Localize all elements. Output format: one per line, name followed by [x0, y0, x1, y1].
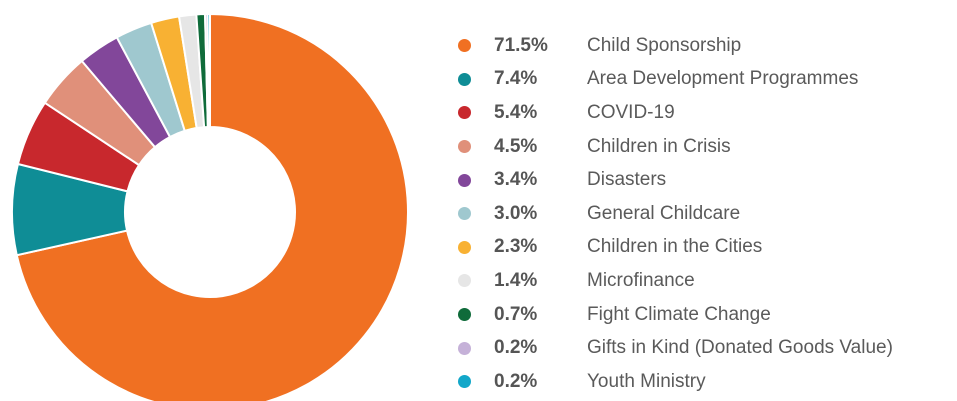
legend-item: 7.4% Area Development Programmes [458, 63, 893, 97]
legend-label: Gifts in Kind (Donated Goods Value) [587, 337, 893, 359]
legend-label: Microfinance [587, 269, 695, 291]
legend-label: COVID-19 [587, 101, 675, 123]
legend-percent: 71.5% [494, 34, 548, 56]
legend-item: 3.0% General Childcare [458, 197, 893, 231]
legend-item: 1.4% Microfinance [458, 264, 893, 298]
legend-percent: 0.2% [494, 337, 538, 359]
legend-swatch [458, 39, 471, 53]
legend-item: 3.4% Disasters [458, 163, 893, 197]
legend-swatch [458, 240, 471, 254]
legend-item: 0.2% Youth Ministry [458, 365, 893, 399]
legend-percent: 0.2% [494, 370, 538, 392]
legend-item: 0.2% Gifts in Kind (Donated Goods Value) [458, 331, 893, 365]
legend-percent: 3.0% [494, 202, 538, 224]
legend-percent: 3.4% [494, 169, 538, 191]
legend-item: 0.7% Fight Climate Change [458, 298, 893, 332]
legend-label: Disasters [587, 169, 667, 191]
legend-percent: 5.4% [494, 101, 538, 123]
legend-swatch [458, 173, 471, 187]
legend-swatch [458, 274, 471, 288]
legend-label: Children in the Cities [587, 236, 763, 258]
chart-legend: 71.5% Child Sponsorship 7.4% Area Developme… [458, 29, 893, 399]
legend-label: Child Sponsorship [587, 34, 742, 56]
legend-label: Fight Climate Change [587, 303, 771, 325]
legend-item: 4.5% Children in Crisis [458, 130, 893, 164]
slice-youth-ministry [206, 12, 211, 129]
legend-swatch [458, 207, 471, 221]
donut-chart [11, 12, 409, 401]
legend-item: 71.5% Child Sponsorship [458, 29, 893, 63]
legend-swatch [458, 140, 471, 154]
legend-swatch [458, 308, 471, 322]
legend-percent: 2.3% [494, 236, 538, 258]
legend-swatch [458, 341, 471, 355]
legend-swatch [458, 72, 471, 86]
slice-child-sponsorship [15, 12, 409, 401]
legend-percent: 7.4% [494, 68, 538, 90]
legend-label: Youth Ministry [587, 370, 706, 392]
legend-item: 5.4% COVID-19 [458, 96, 893, 130]
legend-percent: 1.4% [494, 269, 538, 291]
legend-label: Children in Crisis [587, 135, 731, 157]
legend-percent: 4.5% [494, 135, 538, 157]
legend-percent: 0.7% [494, 303, 538, 325]
legend-swatch [458, 375, 471, 389]
legend-item: 2.3% Children in the Cities [458, 231, 893, 265]
legend-label: General Childcare [587, 202, 741, 224]
legend-label: Area Development Programmes [587, 68, 859, 90]
legend-swatch [458, 106, 471, 120]
